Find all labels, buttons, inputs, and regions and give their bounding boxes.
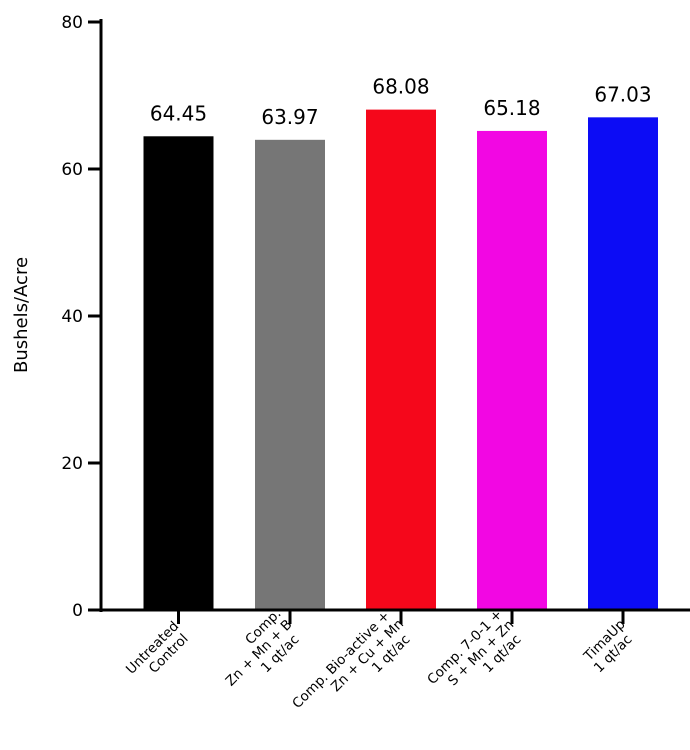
x-tick-label: Comp. Bio-active +Zn + Cu + Mn1 qt/ac <box>289 608 413 712</box>
value-label: 64.45 <box>150 101 207 125</box>
y-tick-label: 80 <box>61 13 83 33</box>
bar <box>477 130 547 610</box>
y-tick-label: 60 <box>61 160 83 180</box>
value-label: 65.18 <box>483 96 540 120</box>
bar <box>255 139 325 610</box>
y-tick-label: 20 <box>61 454 83 474</box>
value-label: 63.97 <box>261 105 318 129</box>
value-label: 67.03 <box>594 82 651 106</box>
value-label: 68.08 <box>372 75 429 99</box>
x-tick-label: Comp.Zn + Mn + B1 qt/ac <box>223 606 303 690</box>
bar <box>143 136 214 611</box>
y-tick-label: 40 <box>61 307 83 327</box>
y-axis-ticks: 0 20 40 60 80 <box>61 13 101 621</box>
y-tick-label: 0 <box>72 601 83 621</box>
bar <box>366 109 436 610</box>
value-labels: 64.45 63.97 68.08 65.18 67.03 <box>150 75 652 129</box>
y-axis-title: Bushels/Acre <box>11 257 32 373</box>
bars <box>143 109 658 624</box>
bar <box>588 117 658 610</box>
